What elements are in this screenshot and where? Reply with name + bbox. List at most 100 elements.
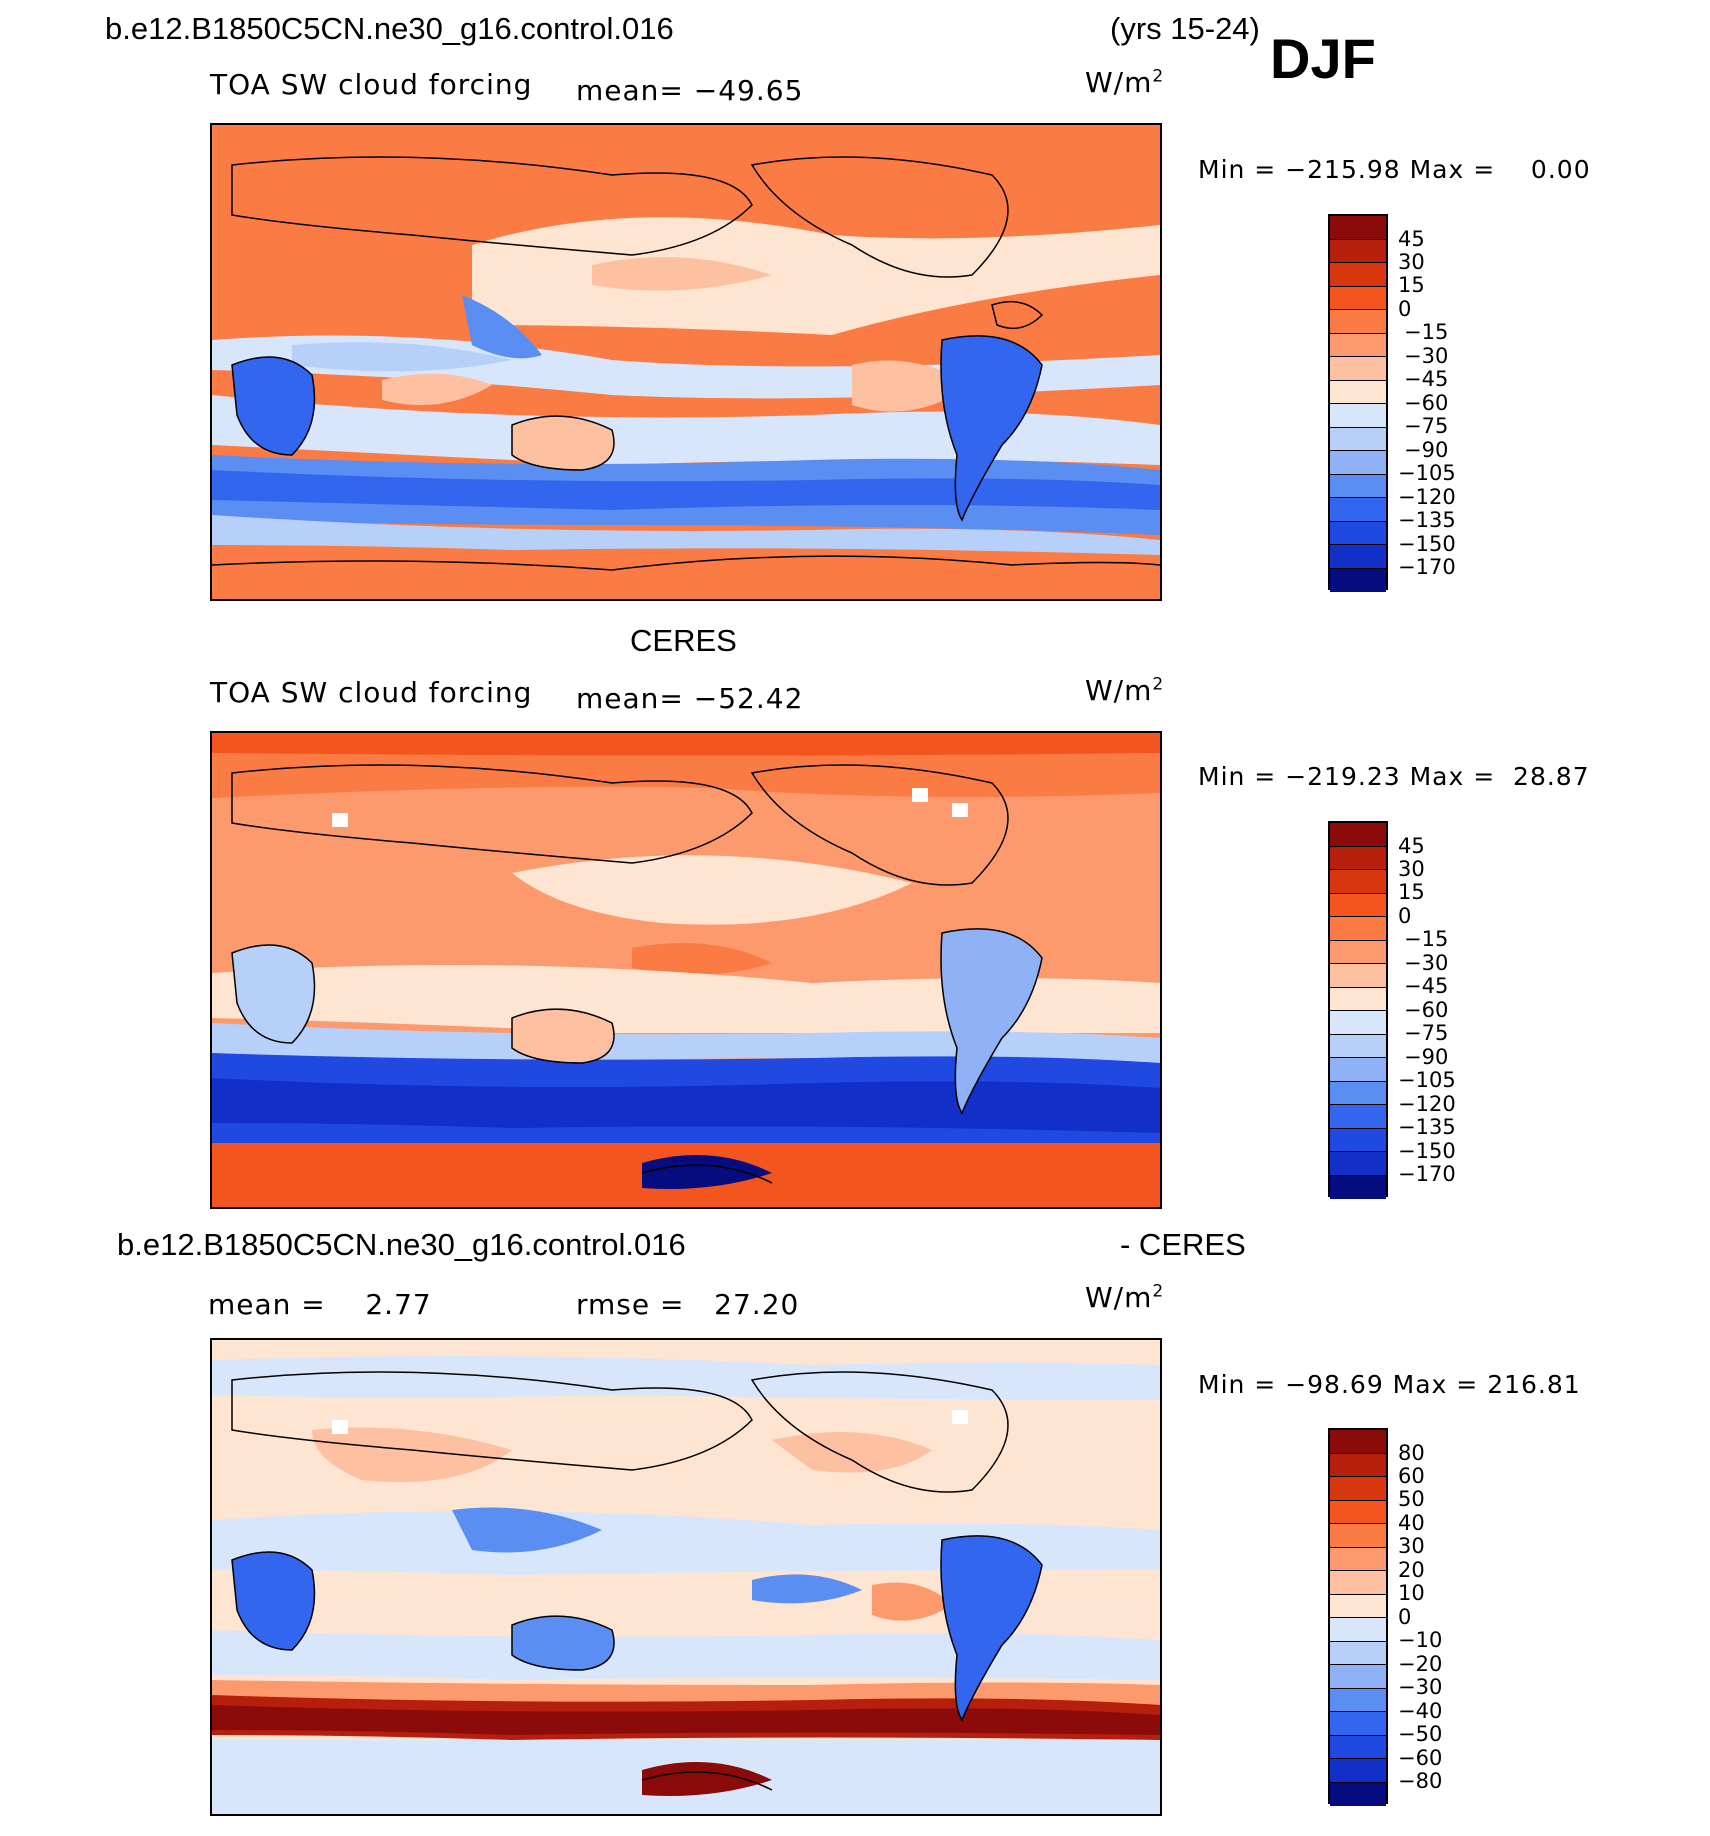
- colorbar-label: −75: [1404, 1021, 1449, 1045]
- colorbar-swatch: [1330, 474, 1386, 498]
- colorbar-label: −90: [1404, 1045, 1449, 1069]
- colorbar-label: −90: [1404, 438, 1449, 462]
- colorbar-label: 15: [1398, 880, 1425, 904]
- colorbar-swatch: [1330, 427, 1386, 451]
- colorbar-label: −45: [1404, 974, 1449, 998]
- years-label: (yrs 15-24): [1110, 11, 1260, 46]
- colorbar-label: −15: [1404, 927, 1449, 951]
- panel2-variable: TOA SW cloud forcing: [210, 676, 533, 709]
- colorbar-label: −30: [1404, 951, 1449, 975]
- colorbar-swatch: [1330, 1430, 1386, 1454]
- colorbar-swatch: [1330, 357, 1386, 381]
- panel3-map: [210, 1338, 1162, 1816]
- colorbar-label: −45: [1404, 367, 1449, 391]
- colorbar-label: −60: [1404, 998, 1449, 1022]
- colorbar-label: −120: [1398, 1092, 1456, 1116]
- colorbar-label: −30: [1398, 1675, 1443, 1699]
- colorbar-label: 0: [1398, 1605, 1412, 1629]
- colorbar-label: 40: [1398, 1511, 1425, 1535]
- colorbar-swatch: [1330, 380, 1386, 404]
- colorbar-swatch: [1330, 1618, 1386, 1642]
- panel2-units: W/m2: [1085, 674, 1165, 707]
- panel3-minmax: Min = −98.69 Max = 216.81: [1198, 1370, 1581, 1399]
- colorbar-label: −80: [1398, 1769, 1443, 1793]
- colorbar-label: −60: [1404, 391, 1449, 415]
- colorbar-label: −105: [1398, 461, 1456, 485]
- colorbar-swatch: [1330, 1500, 1386, 1524]
- colorbar-label: 45: [1398, 227, 1425, 251]
- colorbar-label: −15: [1404, 320, 1449, 344]
- colorbar-swatch: [1330, 893, 1386, 917]
- colorbar-swatch: [1330, 1524, 1386, 1548]
- colorbar-swatch: [1330, 1058, 1386, 1082]
- colorbar-swatch: [1330, 1547, 1386, 1571]
- colorbar-swatch: [1330, 1641, 1386, 1665]
- colorbar-swatch: [1330, 1034, 1386, 1058]
- colorbar-swatch: [1330, 846, 1386, 870]
- colorbar-label: −40: [1398, 1699, 1443, 1723]
- colorbar-swatch: [1330, 1175, 1386, 1199]
- colorbar-label: 0: [1398, 904, 1412, 928]
- colorbar-swatch: [1330, 1128, 1386, 1152]
- colorbar-swatch: [1330, 1665, 1386, 1689]
- colorbar-label: 60: [1398, 1464, 1425, 1488]
- panel2-title: CERES: [630, 623, 737, 658]
- colorbar-label: −30: [1404, 344, 1449, 368]
- colorbar-swatch: [1330, 1759, 1386, 1783]
- colorbar-label: −170: [1398, 555, 1456, 579]
- colorbar-label: 30: [1398, 250, 1425, 274]
- colorbar-swatch: [1330, 521, 1386, 545]
- colorbar-swatch: [1330, 1594, 1386, 1618]
- colorbar-label: −135: [1398, 1115, 1456, 1139]
- panel1-minmax: Min = −215.98 Max = 0.00: [1198, 155, 1591, 184]
- season-label: DJF: [1270, 27, 1376, 90]
- colorbar-label: 0: [1398, 297, 1412, 321]
- colorbar-swatch: [1330, 1735, 1386, 1759]
- colorbar-label: 45: [1398, 834, 1425, 858]
- colorbar-swatch: [1330, 333, 1386, 357]
- colorbar-swatch: [1330, 239, 1386, 263]
- colorbar-label: 20: [1398, 1558, 1425, 1582]
- panel1-units: W/m2: [1085, 66, 1165, 99]
- colorbar-swatch: [1330, 964, 1386, 988]
- colorbar-label: 15: [1398, 273, 1425, 297]
- panel2-colorbar: [1328, 821, 1388, 1199]
- colorbar-swatch: [1330, 1571, 1386, 1595]
- panel3-mean: mean = 2.77: [208, 1288, 432, 1321]
- panel2-mean: mean= −52.42: [576, 682, 804, 715]
- colorbar-swatch: [1330, 216, 1386, 240]
- colorbar-label: 10: [1398, 1581, 1425, 1605]
- colorbar-swatch: [1330, 1105, 1386, 1129]
- colorbar-swatch: [1330, 286, 1386, 310]
- panel2-map: [210, 731, 1162, 1209]
- colorbar-label: −105: [1398, 1068, 1456, 1092]
- colorbar-swatch: [1330, 823, 1386, 847]
- colorbar-label: −60: [1398, 1746, 1443, 1770]
- panel3-title-right: - CERES: [1120, 1227, 1246, 1262]
- colorbar-label: −50: [1398, 1722, 1443, 1746]
- panel3-colorbar: [1328, 1428, 1388, 1806]
- panel2-minmax: Min = −219.23 Max = 28.87: [1198, 762, 1590, 791]
- panel1-colorbar: [1328, 214, 1388, 592]
- panel1-map: [210, 123, 1162, 601]
- colorbar-label: −120: [1398, 485, 1456, 509]
- colorbar-swatch: [1330, 917, 1386, 941]
- colorbar-label: 50: [1398, 1487, 1425, 1511]
- colorbar-label: 30: [1398, 1534, 1425, 1558]
- colorbar-swatch: [1330, 263, 1386, 287]
- colorbar-label: −10: [1398, 1628, 1443, 1652]
- panel1-mean: mean= −49.65: [576, 74, 804, 107]
- panel3-rmse: rmse = 27.20: [576, 1288, 800, 1321]
- colorbar-label: −170: [1398, 1162, 1456, 1186]
- colorbar-swatch: [1330, 1688, 1386, 1712]
- colorbar-label: 30: [1398, 857, 1425, 881]
- colorbar-swatch: [1330, 1081, 1386, 1105]
- colorbar-label: 80: [1398, 1441, 1425, 1465]
- colorbar-swatch: [1330, 545, 1386, 569]
- colorbar-swatch: [1330, 1152, 1386, 1176]
- colorbar-label: −135: [1398, 508, 1456, 532]
- colorbar-swatch: [1330, 568, 1386, 592]
- colorbar-swatch: [1330, 940, 1386, 964]
- case-title: b.e12.B1850C5CN.ne30_g16.control.016: [105, 11, 674, 46]
- colorbar-swatch: [1330, 451, 1386, 475]
